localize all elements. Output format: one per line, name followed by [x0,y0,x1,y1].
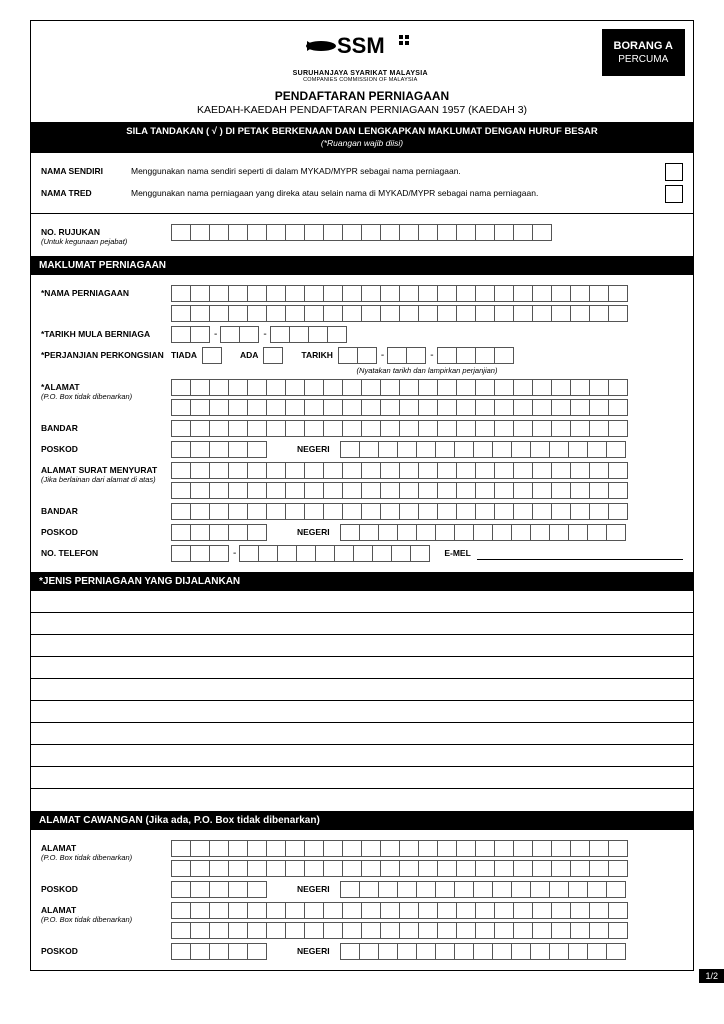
biz-name-label: *NAMA PERNIAGAAN [41,285,171,298]
bandar2-cells[interactable] [171,503,683,520]
branch-block: ALAMAT (P.O. Box tidak dibenarkan) POSKO… [31,830,693,970]
branch1-poskod-label: POSKOD [41,881,171,894]
negeri2-cells[interactable] [340,524,683,541]
branch1-alamat-label: ALAMAT [41,843,76,853]
alamat-note: (P.O. Box tidak dibenarkan) [41,392,171,401]
telefon-cells[interactable]: - [171,545,430,562]
biz-type-lines[interactable] [31,591,693,811]
ssm-logo: SSM [305,29,415,63]
ada-label: ADA [234,347,264,364]
form-badge: BORANG A PERCUMA [602,29,685,76]
poskod-cells[interactable] [171,441,267,458]
ref-no-block: NO. RUJUKAN (Untuk kegunaan pejabat) [31,214,693,256]
mail-row1[interactable] [171,462,683,479]
alamat-label: *ALAMAT [41,382,80,392]
poskod2-cells[interactable] [171,524,267,541]
refno-cells[interactable] [171,224,552,241]
tarikh-label: TARIKH [295,347,338,364]
bandar2-label: BANDAR [41,503,171,516]
negeri2-label: NEGERI [267,524,340,541]
logo-line1: SURUHANJAYA SYARIKAT MALAYSIA [119,70,602,77]
tiada-checkbox[interactable] [202,347,222,364]
poskod-label: POSKOD [41,441,171,454]
emel-label: E-MEL [430,545,476,562]
branch2-row1[interactable] [171,902,683,919]
partnership-label: *PERJANJIAN PERKONGSIAN [41,347,171,360]
start-date-cells[interactable]: - - [171,326,347,343]
section-biz-type: *JENIS PERNIAGAAN YANG DIJALANKAN [31,572,693,591]
own-name-label: NAMA SENDIRI [41,163,131,176]
refno-note: (Untuk kegunaan pejabat) [41,237,171,246]
section-biz-info: MAKLUMAT PERNIAGAAN [31,256,693,275]
ada-checkbox[interactable] [263,347,283,364]
telefon-label: NO. TELEFON [41,545,171,558]
instruction-sub: (*Ruangan wajib diisi) [35,138,689,149]
header-row: SSM SURUHANJAYA SYARIKAT MALAYSIA COMPAN… [31,21,693,87]
branch2-negeri-label: NEGERI [267,943,340,960]
branch1-row1[interactable] [171,840,683,857]
branch1-negeri-label: NEGERI [267,881,340,898]
alamat-row1[interactable] [171,379,683,396]
branch2-alamat-note: (P.O. Box tidak dibenarkan) [41,915,171,924]
tiada-label: TIADA [171,347,203,364]
bandar-label: BANDAR [41,420,171,433]
mail-addr-note: (Jika berlainan dari alamat di atas) [41,475,171,484]
branch2-row2[interactable] [171,922,683,939]
logo-line2: COMPANIES COMMISSION OF MALAYSIA [119,77,602,83]
branch1-alamat-note: (P.O. Box tidak dibenarkan) [41,853,171,862]
instruction-bar: SILA TANDAKAN ( √ ) DI PETAK BERKENAAN D… [31,122,693,153]
poskod2-label: POSKOD [41,524,171,537]
start-date-label: *TARIKH MULA BERNIAGA [41,326,171,339]
title-line2: KAEDAH-KAEDAH PENDAFTARAN PERNIAGAAN 195… [31,104,693,116]
alamat-row2[interactable] [171,399,683,416]
badge-line1: BORANG A [614,39,673,53]
trade-name-label: NAMA TRED [41,185,131,198]
mail-row2[interactable] [171,482,683,499]
negeri-cells[interactable] [340,441,683,458]
trade-name-checkbox[interactable] [665,185,683,203]
badge-line2: PERCUMA [614,53,673,66]
branch2-negeri-cells[interactable] [340,943,683,960]
section-branch: ALAMAT CAWANGAN (Jika ada, P.O. Box tida… [31,811,693,830]
trade-name-desc: Menggunakan nama perniagaan yang direka … [131,185,661,198]
biz-info-block: *NAMA PERNIAGAAN *TARIKH MULA BERNIAGA - [31,275,693,572]
biz-name-row1[interactable] [171,285,683,302]
branch1-poskod-cells[interactable] [171,881,267,898]
branch1-negeri-cells[interactable] [340,881,683,898]
branch1-row2[interactable] [171,860,683,877]
negeri-label: NEGERI [267,441,340,458]
svg-text:SSM: SSM [337,33,385,58]
biz-name-row2[interactable] [171,305,683,322]
title-line1: PENDAFTARAN PERNIAGAAN [31,89,693,103]
mail-addr-label: ALAMAT SURAT MENYURAT [41,465,157,475]
partnership-note: (Nyatakan tarikh dan lampirkan perjanjia… [171,366,683,375]
branch2-alamat-label: ALAMAT [41,905,76,915]
title-block: PENDAFTARAN PERNIAGAAN KAEDAH-KAEDAH PEN… [31,87,693,122]
branch2-poskod-cells[interactable] [171,943,267,960]
own-name-checkbox[interactable] [665,163,683,181]
bandar-cells[interactable] [171,420,683,437]
instruction-main: SILA TANDAKAN ( √ ) DI PETAK BERKENAAN D… [35,126,689,138]
page-number: 1/2 [699,969,724,983]
own-name-desc: Menggunakan nama sendiri seperti di dala… [131,163,661,176]
branch2-poskod-label: POSKOD [41,943,171,956]
refno-label: NO. RUJUKAN [41,227,100,237]
logo-block: SSM SURUHANJAYA SYARIKAT MALAYSIA COMPAN… [119,29,602,83]
name-type-block: NAMA SENDIRI Menggunakan nama sendiri se… [31,153,693,213]
emel-line[interactable] [477,545,683,560]
